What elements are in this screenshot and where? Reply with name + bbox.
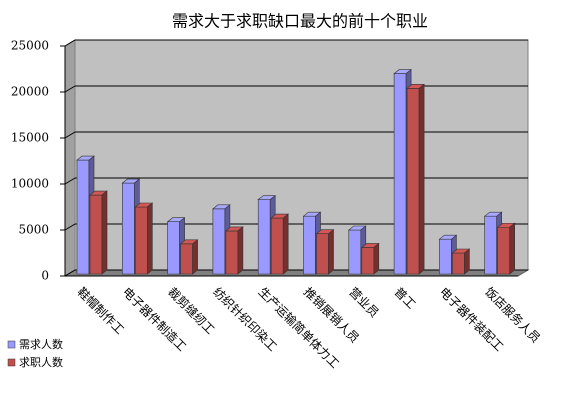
- y-tick-label: 20000: [11, 85, 49, 99]
- y-tick-label: 15000: [11, 131, 49, 145]
- bar: [360, 242, 380, 275]
- bar-side: [237, 226, 244, 275]
- bar-front: [452, 252, 465, 275]
- bar-front: [212, 208, 226, 275]
- bar: [89, 190, 108, 275]
- bar-side: [509, 222, 516, 275]
- legend-label: 求职人数: [19, 356, 63, 369]
- x-tick-label: 营业员: [346, 285, 381, 320]
- y-tick-label: 0: [41, 269, 49, 283]
- x-tick-label: 普工: [392, 285, 419, 312]
- bar-front: [406, 88, 420, 275]
- bar-front: [439, 238, 452, 275]
- legend-label: 需求人数: [19, 338, 63, 351]
- bar-front: [225, 230, 239, 275]
- bar-side: [192, 239, 198, 275]
- bar-side: [373, 242, 380, 275]
- bar-front: [348, 229, 362, 275]
- bar: [451, 248, 471, 275]
- bar-front: [270, 217, 284, 275]
- bar-front: [135, 206, 148, 275]
- bar-side: [147, 202, 153, 275]
- grid-line: [64, 269, 76, 277]
- bar: [270, 213, 290, 275]
- x-tick-label: 生产运输简单体力工: [256, 284, 343, 371]
- bar: [496, 222, 516, 275]
- bar-front: [303, 215, 316, 275]
- bar-side: [418, 83, 425, 275]
- bar-side: [328, 229, 334, 275]
- bar-front: [167, 221, 180, 275]
- bar-front: [361, 247, 375, 275]
- bar-front: [484, 215, 498, 275]
- grid-line: [64, 85, 76, 93]
- bar-front: [257, 199, 271, 275]
- bar: [225, 226, 244, 275]
- bar-front: [497, 226, 511, 275]
- bar-front: [316, 233, 329, 275]
- grid-line: [64, 39, 76, 47]
- bar: [406, 83, 425, 275]
- grid-line: [64, 177, 76, 185]
- bar-front: [89, 194, 103, 275]
- bar-side: [101, 190, 108, 275]
- bar: [134, 202, 154, 275]
- grid-line: [64, 131, 76, 139]
- bar: [179, 239, 199, 275]
- bar-front: [180, 243, 193, 275]
- bar-side: [464, 248, 470, 275]
- bar-side: [282, 213, 289, 275]
- legend-swatch: [7, 358, 16, 367]
- bar-front: [393, 73, 407, 275]
- x-tick-label: 鞋帽制作工: [74, 284, 127, 337]
- bar-front: [122, 182, 135, 275]
- y-tick-label: 5000: [18, 223, 49, 237]
- grid-line: [64, 223, 76, 231]
- bar-front: [76, 159, 90, 275]
- y-tick-label: 10000: [11, 177, 49, 191]
- bar: [315, 229, 335, 275]
- y-tick-label: 25000: [11, 39, 49, 53]
- legend-swatch: [7, 340, 16, 349]
- chart-title: 需求大于求职缺口最大的前十个职业: [172, 12, 428, 31]
- side-wall: [64, 39, 76, 277]
